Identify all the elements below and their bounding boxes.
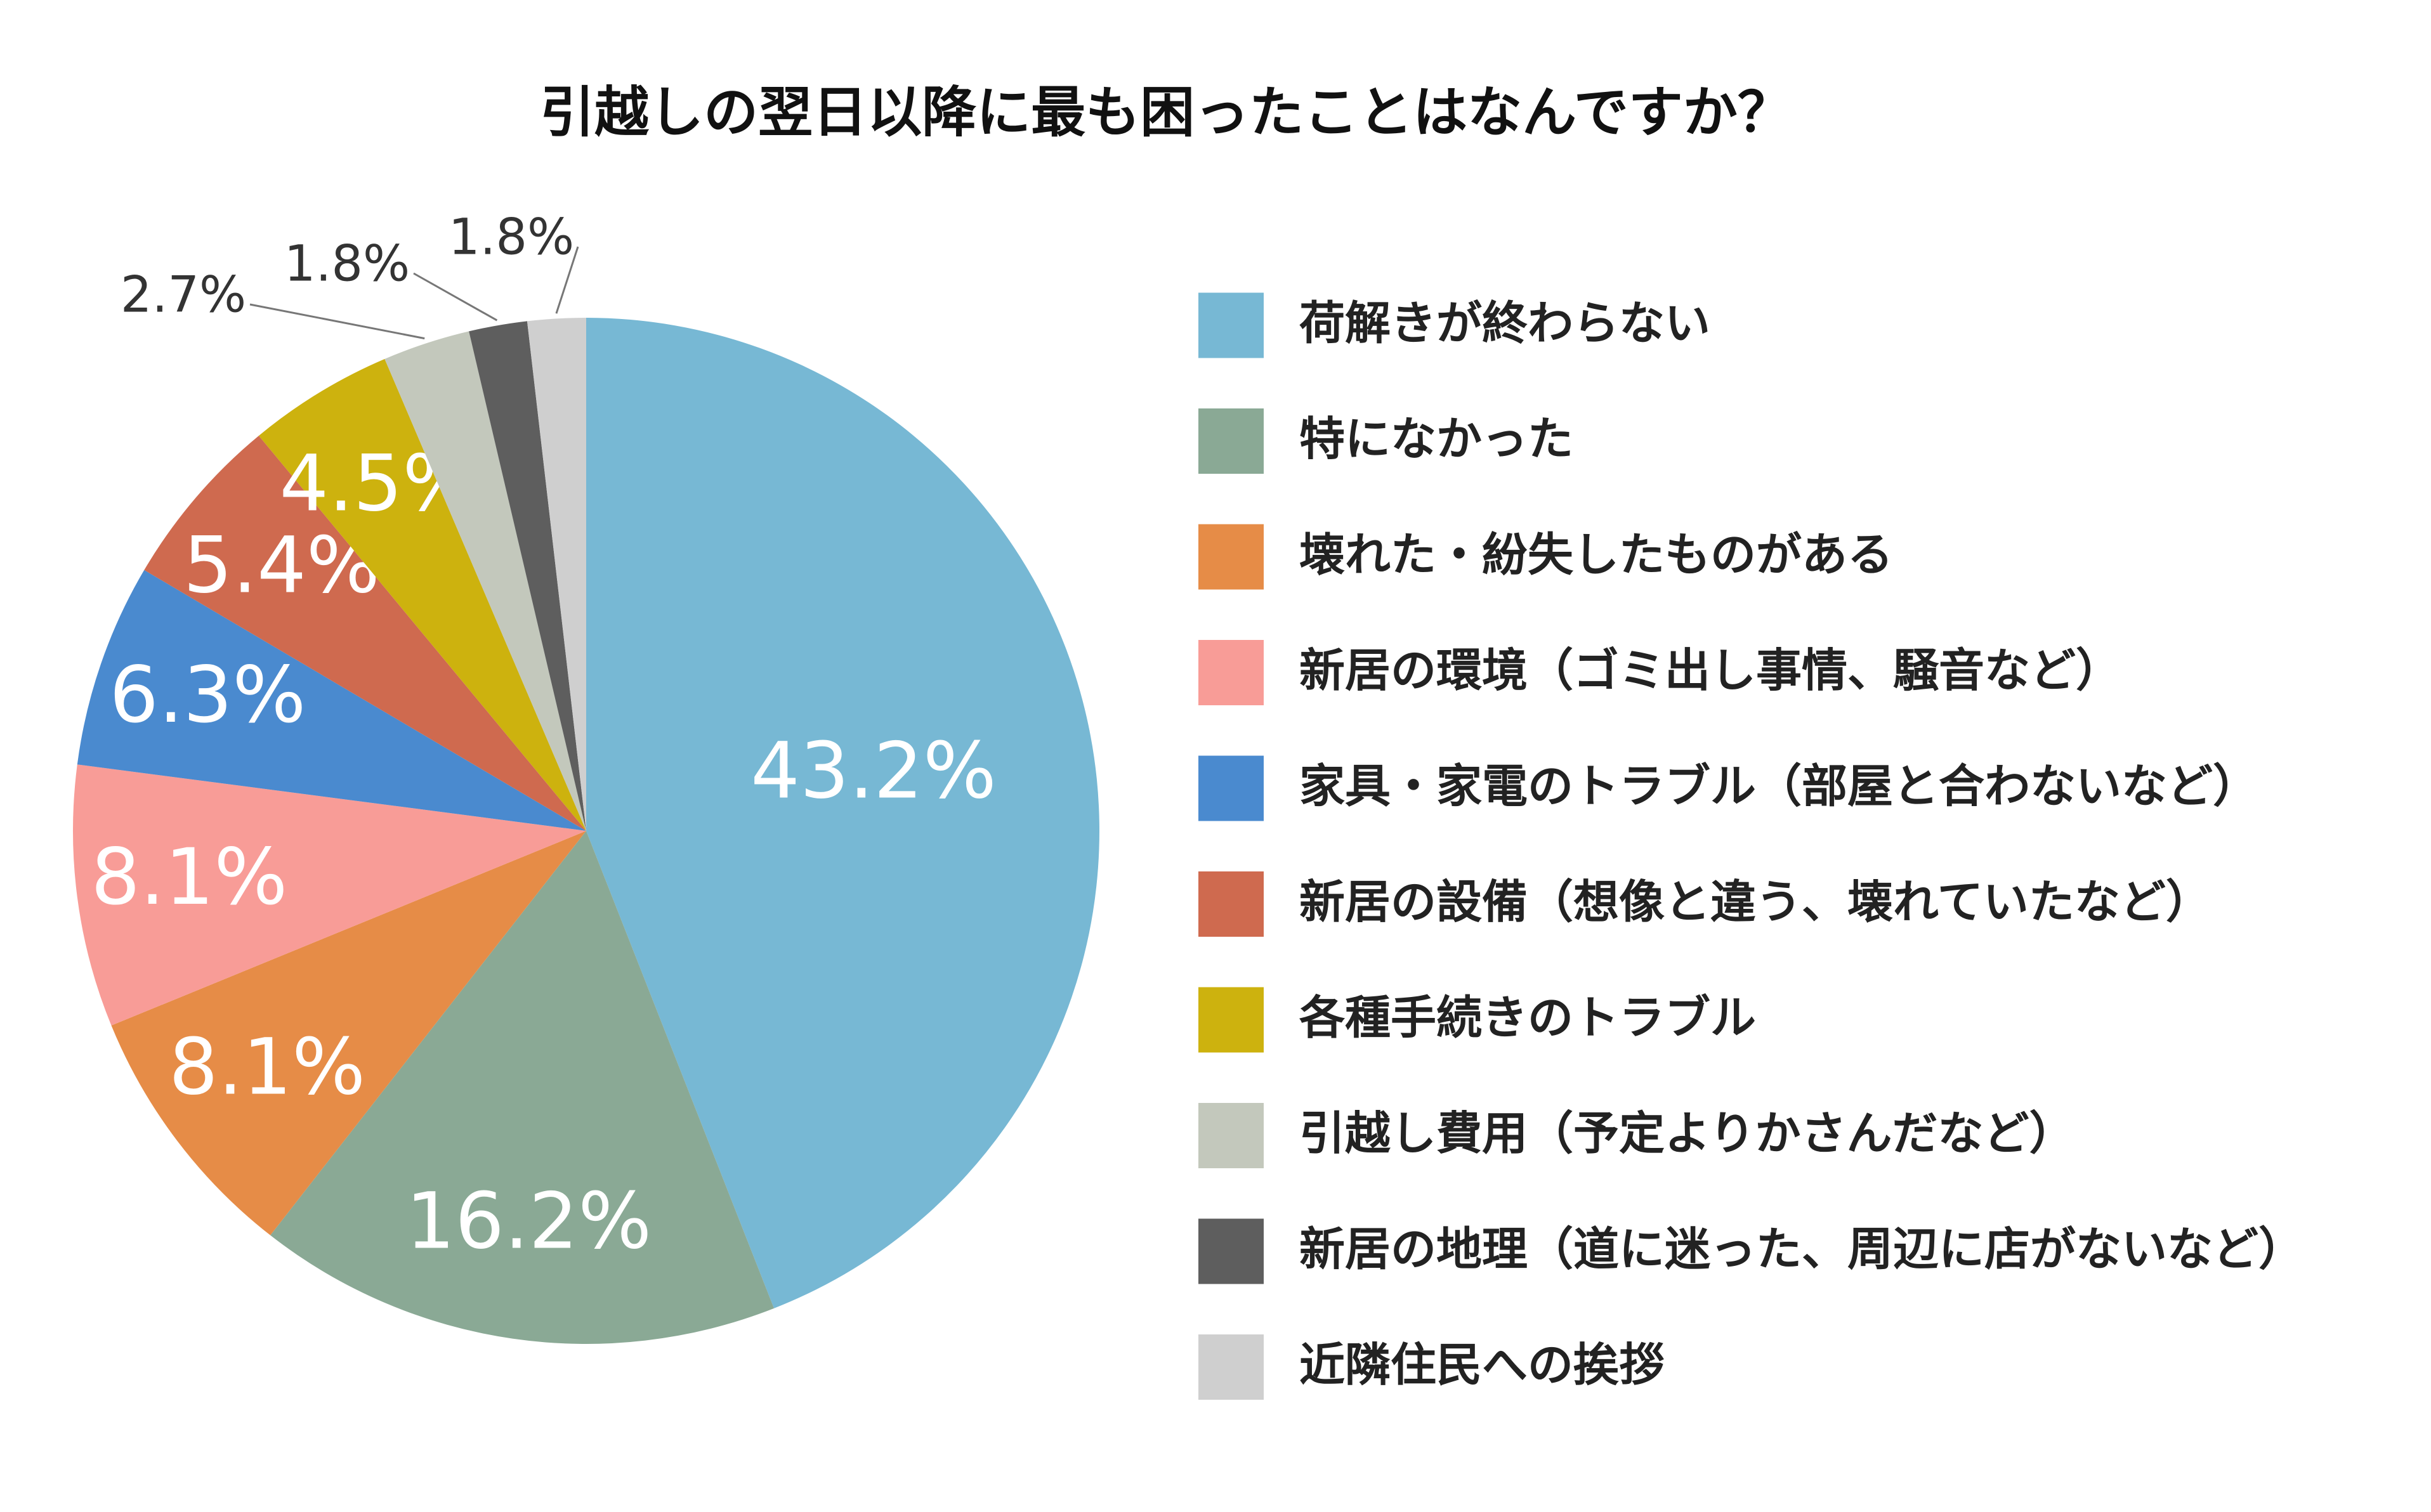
pie-slice: [527, 318, 586, 831]
value-label: 8.1%: [91, 832, 287, 922]
legend-label: 引越し費用（予定よりかさんだなど）: [1299, 1107, 2075, 1160]
pie-slice: [73, 764, 587, 1026]
value-label: 1.8%: [284, 235, 410, 292]
legend-swatch: [1198, 1103, 1264, 1168]
legend-label: 新居の環境（ゴミ出し事情、騒音など）: [1299, 644, 2121, 697]
pie-slice: [77, 570, 587, 831]
value-label: 8.1%: [169, 1022, 365, 1112]
pie-slice: [270, 831, 775, 1344]
value-label: 43.2%: [750, 726, 997, 816]
legend-label: 新居の地理（道に迷った、周辺に店がないなど）: [1299, 1223, 2304, 1276]
pie-slice: [384, 331, 586, 831]
legend-swatch: [1198, 640, 1264, 705]
legend-swatch: [1198, 987, 1264, 1053]
value-label: 16.2%: [406, 1176, 652, 1267]
legend-label: 特になかった: [1299, 412, 1573, 466]
pie-slice: [586, 318, 1099, 1308]
legend-label: 各種手続きのトラブル: [1299, 991, 1756, 1045]
pie-slice: [469, 321, 586, 831]
legend-label: 近隣住民への挨拶: [1299, 1338, 1665, 1391]
pie-slice: [258, 358, 587, 831]
legend-label: 壊れた・紛失したものがある: [1299, 528, 1893, 582]
legend-swatch: [1198, 408, 1264, 474]
legend-label: 荷解きが終わらない: [1299, 297, 1710, 350]
legend-swatch: [1198, 871, 1264, 937]
pie-slice: [111, 831, 586, 1235]
legend-swatch: [1198, 292, 1264, 358]
legend-swatch: [1198, 1218, 1264, 1284]
legend-swatch: [1198, 755, 1264, 821]
leader-line: [413, 272, 498, 322]
legend-swatch: [1198, 524, 1264, 590]
pie-slice: [144, 435, 586, 831]
legend-label: 家具・家電のトラブル（部屋と合わないなど）: [1299, 760, 2258, 813]
chart-title: 引越しの翌日以降に最も困ったことはなんですか？: [540, 81, 1792, 144]
value-label: 6.3%: [109, 650, 306, 740]
value-label: 2.7%: [121, 266, 246, 323]
legend-label: 新居の設備（想像と違う、壊れていたなど）: [1299, 875, 2211, 929]
leader-line: [555, 246, 579, 314]
value-label: 1.8%: [449, 209, 574, 266]
leader-line: [249, 303, 425, 340]
legend-swatch: [1198, 1334, 1264, 1400]
